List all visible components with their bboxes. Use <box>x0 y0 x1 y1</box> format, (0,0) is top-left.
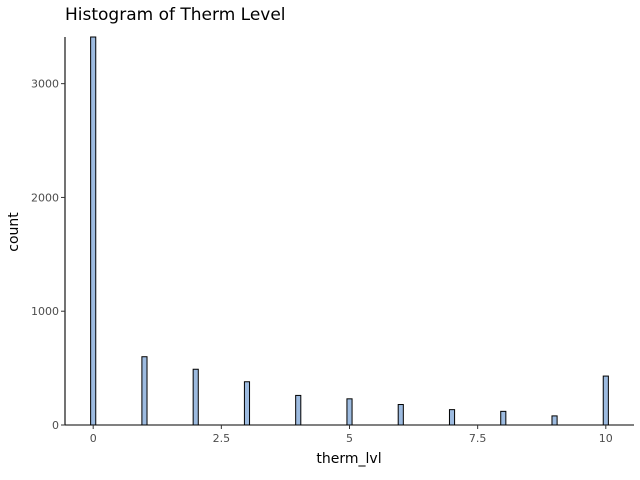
histogram-bar <box>551 415 558 426</box>
y-tick-label: 1000 <box>31 305 59 318</box>
histogram-bar <box>500 410 507 426</box>
histogram-bar <box>295 394 302 426</box>
histogram-bar <box>141 356 148 426</box>
chart-title: Histogram of Therm Level <box>65 5 286 25</box>
histogram-bar <box>192 368 199 426</box>
histogram-bar <box>90 36 97 426</box>
y-tick-label: 0 <box>52 419 59 432</box>
x-ticks: 0 2.5 5 7.5 10 <box>90 425 613 445</box>
histogram-bar <box>346 398 353 426</box>
x-tick-label: 0 <box>90 432 97 445</box>
x-tick-label: 10 <box>599 432 613 445</box>
bars-group <box>90 36 609 426</box>
x-tick-label: 5 <box>346 432 353 445</box>
x-axis-label: therm_lvl <box>316 451 381 467</box>
y-axis-label: count <box>6 212 22 252</box>
x-tick-label: 7.5 <box>469 432 487 445</box>
histogram-bar <box>602 375 609 426</box>
y-tick-label: 3000 <box>31 78 59 91</box>
histogram-bar <box>243 381 251 426</box>
histogram-bar <box>397 404 404 426</box>
y-tick-label: 2000 <box>31 191 59 204</box>
y-ticks: 0 1000 2000 3000 <box>31 78 65 432</box>
x-tick-label: 2.5 <box>213 432 231 445</box>
histogram-bar <box>448 409 456 426</box>
